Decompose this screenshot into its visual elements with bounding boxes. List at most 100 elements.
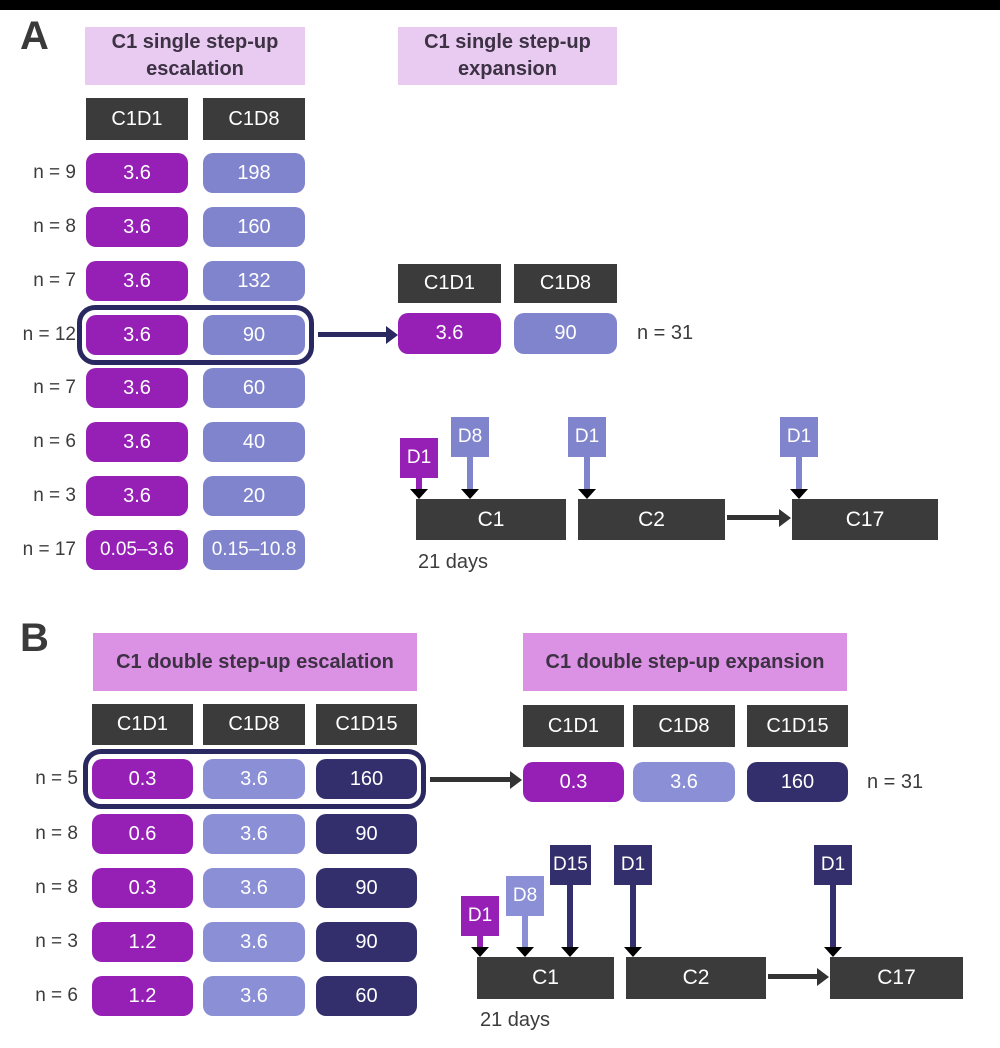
cycle-bar-c2: C2 [626, 957, 766, 999]
flag-stem [584, 457, 590, 489]
day-flag-d1-c2: D1 [614, 845, 652, 957]
n-label: n = 3 [33, 485, 76, 506]
day-flag-label: D1 [814, 845, 852, 885]
n-label: n = 8 [35, 823, 78, 844]
n-label: n = 5 [35, 768, 78, 789]
dose-cell: 3.6 [398, 313, 501, 354]
column-header-c1d8: C1D8 [633, 705, 735, 747]
dose-cell: 1.2 [92, 922, 193, 962]
panel-b-expansion-title: C1 double step-up expansion [523, 633, 847, 691]
dose-cell: 3.6 [86, 315, 188, 355]
flag-arrowhead [824, 947, 842, 957]
cycle-bar-c17: C17 [830, 957, 963, 999]
n-label: n = 8 [33, 216, 76, 237]
dose-cell: 90 [514, 313, 617, 354]
day-flag-d1-c17: D1 [780, 417, 818, 499]
n-label: n = 17 [22, 539, 76, 560]
day-flag-d1: D1 [400, 438, 438, 499]
day-flag-label: D1 [780, 417, 818, 457]
flag-arrowhead [516, 947, 534, 957]
selection-flow-arrow [430, 777, 510, 782]
dose-cell: 3.6 [633, 762, 735, 802]
dose-cell: 0.15–10.8 [203, 530, 305, 570]
dose-cell: 3.6 [86, 207, 188, 247]
day-flag-d1-c17: D1 [814, 845, 852, 957]
column-header-c1d15: C1D15 [316, 704, 417, 745]
dose-cell: 160 [203, 207, 305, 247]
flag-stem [567, 885, 574, 947]
dose-cell: 0.3 [523, 762, 624, 802]
dose-cell: 60 [316, 976, 417, 1016]
dose-cell: 0.05–3.6 [86, 530, 188, 570]
dose-cell: 0.3 [92, 868, 193, 908]
flag-arrowhead [461, 489, 479, 499]
n-label: n = 9 [33, 162, 76, 183]
dose-cell: 160 [316, 759, 417, 799]
dose-cell: 90 [316, 922, 417, 962]
n-label: n = 7 [33, 270, 76, 291]
dose-cell: 0.3 [92, 759, 193, 799]
day-flag-label: D8 [451, 417, 489, 457]
flag-arrowhead [561, 947, 580, 957]
dose-cell: 3.6 [86, 153, 188, 193]
cycle-bar-c2: C2 [578, 499, 725, 540]
dose-cell: 198 [203, 153, 305, 193]
n-label: n = 3 [35, 931, 78, 952]
day-flag-label: D1 [461, 896, 499, 936]
dose-cell: 20 [203, 476, 305, 516]
dose-cell: 40 [203, 422, 305, 462]
cycle-duration-label: 21 days [418, 551, 489, 573]
dose-cell: 3.6 [203, 814, 305, 854]
dose-cell: 3.6 [203, 868, 305, 908]
cycle-flow-arrow [727, 515, 779, 520]
n-label: n = 12 [22, 324, 76, 345]
top-border-bar [0, 0, 1000, 10]
dose-cell: 60 [203, 368, 305, 408]
column-header-c1d1: C1D1 [86, 98, 188, 140]
day-flag-label: D15 [550, 845, 591, 885]
cycle-flow-arrow [768, 974, 817, 979]
panel-b-escalation-title: C1 double step-up escalation [93, 633, 417, 691]
n-label: n = 8 [35, 877, 78, 898]
flag-stem [477, 936, 483, 947]
selected-dose-outline [77, 305, 314, 365]
cycle-bar-c1: C1 [416, 499, 566, 540]
flag-stem [630, 885, 636, 947]
column-header-c1d8: C1D8 [203, 98, 305, 140]
day-flag-label: D1 [400, 438, 438, 478]
dose-cell: 0.6 [92, 814, 193, 854]
dose-cell: 3.6 [203, 759, 305, 799]
day-flag-label: D8 [506, 876, 544, 916]
flag-stem [416, 478, 422, 489]
flag-arrowhead [624, 947, 642, 957]
day-flag-d1: D1 [461, 896, 499, 957]
n-label: n = 6 [35, 985, 78, 1006]
panel-a-expansion-title: C1 single step-up expansion [398, 27, 617, 85]
panel-b-label: B [20, 616, 49, 660]
day-flag-d8: D8 [451, 417, 489, 499]
panel-a-label: A [20, 14, 49, 58]
cohort-size-label: n = 31 [637, 322, 694, 344]
column-header-c1d1: C1D1 [398, 264, 501, 303]
day-flag-d8: D8 [506, 876, 544, 957]
day-flag-d15: D15 [550, 845, 591, 957]
column-header-c1d8: C1D8 [203, 704, 305, 745]
flag-stem [796, 457, 802, 489]
flag-arrowhead [790, 489, 808, 499]
day-flag-label: D1 [568, 417, 606, 457]
dose-cell: 3.6 [86, 422, 188, 462]
day-flag-d1-c2: D1 [568, 417, 606, 499]
column-header-c1d1: C1D1 [92, 704, 193, 745]
dose-cell: 3.6 [86, 476, 188, 516]
column-header-c1d1: C1D1 [523, 705, 624, 747]
flag-stem [467, 457, 473, 489]
dose-cell: 3.6 [86, 261, 188, 301]
flag-stem [522, 916, 528, 947]
flag-arrowhead [471, 947, 489, 957]
cycle-bar-c1: C1 [477, 957, 614, 999]
column-header-c1d8: C1D8 [514, 264, 617, 303]
flag-arrowhead [578, 489, 596, 499]
flag-arrowhead [410, 489, 428, 499]
selected-dose-outline [83, 749, 426, 809]
